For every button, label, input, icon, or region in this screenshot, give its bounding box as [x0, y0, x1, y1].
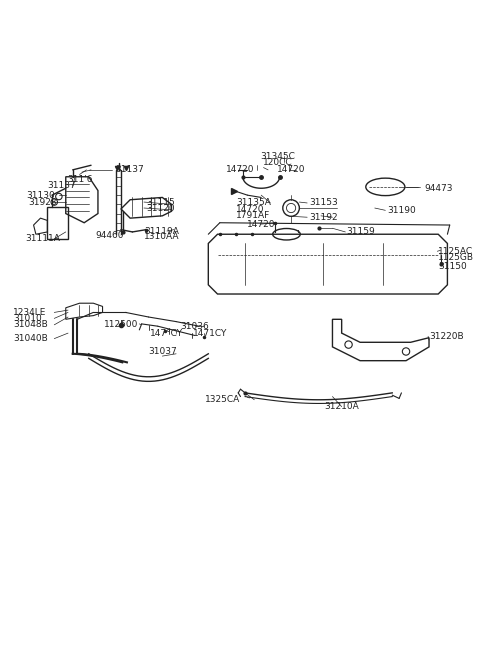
Text: 1125GB: 1125GB [438, 253, 474, 261]
Text: 31220B: 31220B [429, 332, 464, 341]
Text: 31137: 31137 [116, 166, 144, 174]
Text: 31036: 31036 [180, 322, 209, 330]
Text: 31192: 31192 [310, 213, 338, 221]
Text: 120CC: 120CC [263, 158, 292, 166]
Text: 147°CY: 147°CY [150, 328, 183, 338]
Text: 31037: 31037 [148, 347, 177, 356]
Text: 31048B: 31048B [13, 321, 48, 329]
Text: 31345C: 31345C [260, 152, 295, 160]
Text: 1310AA: 1310AA [144, 233, 180, 242]
Text: 14720: 14720 [226, 166, 255, 174]
Text: 1471CY: 1471CY [193, 328, 228, 338]
Text: 31137: 31137 [47, 181, 75, 191]
Text: 31111A: 31111A [25, 235, 60, 243]
Text: 31923: 31923 [28, 198, 57, 206]
Text: 31210A: 31210A [324, 402, 359, 411]
Text: 31040B: 31040B [13, 334, 48, 343]
Text: 31159: 31159 [346, 227, 375, 237]
Text: 31135A: 31135A [236, 198, 271, 208]
Text: 112500: 112500 [104, 321, 138, 329]
Text: 1791AF: 1791AF [236, 212, 270, 220]
Text: 14720: 14720 [236, 206, 264, 214]
Text: 14720: 14720 [277, 166, 305, 174]
Text: 31119A: 31119A [144, 227, 179, 235]
Text: 31150: 31150 [438, 262, 467, 271]
Text: 31120: 31120 [146, 204, 175, 212]
Text: 94460: 94460 [95, 231, 124, 240]
Text: 31190: 31190 [388, 206, 416, 215]
Text: 1234LE: 1234LE [13, 308, 46, 317]
Text: 311'6: 311'6 [67, 175, 92, 183]
Text: 14720: 14720 [247, 219, 276, 229]
Text: 1125AC: 1125AC [438, 247, 473, 256]
Text: 31130: 31130 [26, 191, 55, 200]
Text: 94473: 94473 [424, 184, 453, 193]
Text: 1325CA: 1325CA [205, 396, 240, 404]
Text: 31010: 31010 [13, 314, 42, 323]
Text: 31115: 31115 [146, 198, 175, 206]
Text: 31153: 31153 [310, 198, 338, 208]
